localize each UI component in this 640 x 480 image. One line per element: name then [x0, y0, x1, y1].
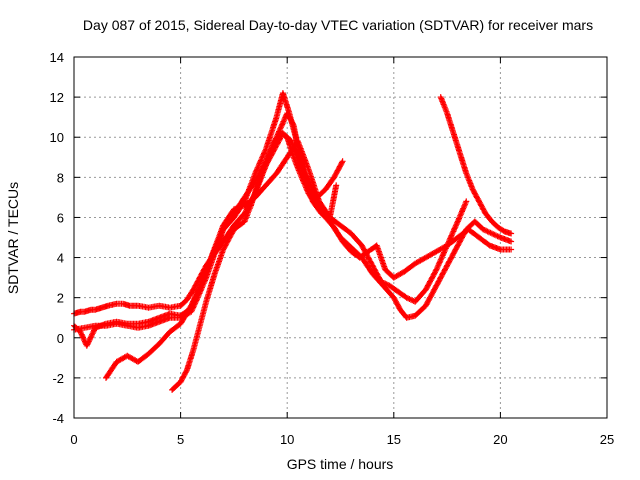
plot-area	[71, 90, 515, 393]
y-tick-label: 8	[57, 170, 64, 185]
x-tick-label: 0	[70, 432, 77, 447]
axis-ticks: 0 5 10 15 20 25 -4 -2 0 2 4 6 8 10 12 14	[50, 50, 615, 447]
series-markers	[103, 138, 340, 381]
y-tick-label: 0	[57, 331, 64, 346]
y-tick-label: 6	[57, 210, 64, 225]
series-markers	[437, 94, 515, 237]
x-axis-label: GPS time / hours	[287, 456, 394, 472]
y-tick-label: -4	[52, 411, 64, 426]
grid-lines	[74, 57, 607, 418]
series-markers	[71, 90, 515, 349]
y-tick-label: 10	[50, 130, 64, 145]
y-tick-label: 12	[50, 90, 64, 105]
y-tick-label: 2	[57, 291, 64, 306]
x-tick-label: 15	[387, 432, 401, 447]
plot-frame	[73, 56, 608, 419]
x-tick-label: 10	[280, 432, 294, 447]
series-4	[103, 138, 340, 381]
series-6	[437, 94, 515, 237]
series-5	[169, 130, 346, 393]
y-tick-label: 4	[57, 251, 64, 266]
x-tick-label: 25	[600, 432, 614, 447]
series-markers	[71, 130, 515, 317]
y-axis-label: SDTVAR / TECUs	[5, 182, 21, 294]
y-tick-label: 14	[50, 50, 64, 65]
x-tick-label: 5	[177, 432, 184, 447]
series-2	[71, 90, 515, 349]
series-markers	[169, 130, 346, 393]
y-tick-label: -2	[52, 371, 64, 386]
chart-title: Day 087 of 2015, Sidereal Day-to-day VTE…	[83, 17, 593, 33]
x-tick-label: 20	[493, 432, 507, 447]
series-1	[71, 130, 515, 317]
